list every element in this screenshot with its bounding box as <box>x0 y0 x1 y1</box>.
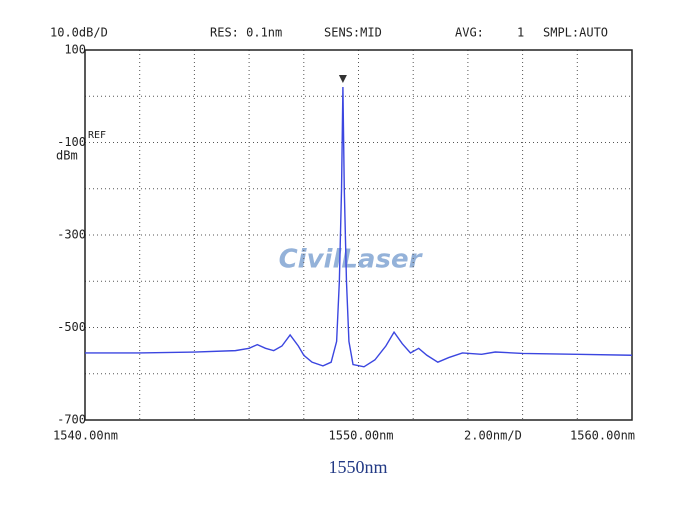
header-sensitivity: SENS:MID <box>324 26 382 40</box>
unit-label: dBm <box>56 149 78 163</box>
y-tick-label: -100 <box>57 135 86 149</box>
ref-label: REF <box>88 130 106 141</box>
header-average-count: 1 <box>517 26 524 40</box>
plot-frame <box>84 49 633 421</box>
y-tick-label: -700 <box>57 413 86 427</box>
header-average: AVG: <box>455 26 484 40</box>
y-tick-label: 100 <box>64 43 86 57</box>
header-resolution: RES: 0.1nm <box>210 26 282 40</box>
x-tick-label: 1550.00nm <box>329 429 394 443</box>
watermark: CivilLaser <box>279 245 424 275</box>
spectrum-line <box>85 86 633 368</box>
y-tick-label: -500 <box>57 320 86 334</box>
header-scale: 10.0dB/D <box>50 26 108 40</box>
x-tick-label: 1540.00nm <box>53 429 118 443</box>
y-tick-label: -300 <box>57 228 86 242</box>
header-sampling: SMPL:AUTO <box>543 26 608 40</box>
caption: 1550nm <box>328 457 387 477</box>
x-division-label: 2.00nm/D <box>464 429 522 443</box>
x-tick-label: 1560.00nm <box>570 429 635 443</box>
peak-marker <box>338 75 347 83</box>
